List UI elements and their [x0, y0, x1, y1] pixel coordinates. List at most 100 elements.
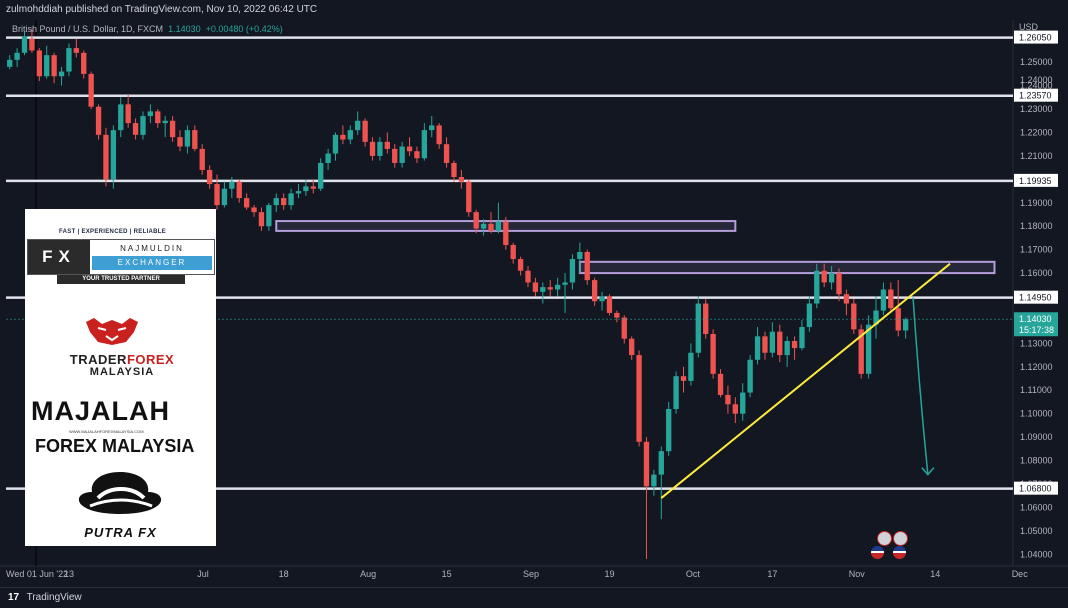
candle-body	[44, 55, 50, 77]
candle-body	[280, 198, 287, 206]
candle-body	[599, 296, 605, 302]
tradingview-logo-icon: 17	[8, 592, 20, 603]
candle-body	[266, 205, 272, 227]
candle-body	[362, 120, 368, 142]
sponsor-logos-panel: FAST | EXPERIENCED | RELIABLE FX NAJMULD…	[25, 209, 216, 546]
candle-body	[406, 146, 413, 152]
date-tick-label: Oct	[686, 569, 701, 579]
candle-body	[288, 193, 294, 206]
date-tick-label: 13	[64, 569, 74, 579]
candle-body	[436, 125, 442, 145]
candle-body	[680, 376, 687, 381]
candle-body	[73, 48, 80, 53]
candle-body	[7, 59, 13, 67]
candle-body	[888, 289, 894, 309]
candle-body	[177, 137, 183, 147]
candle-body	[591, 280, 598, 302]
candle-body	[651, 474, 657, 487]
price-tick-label: 1.24000	[1020, 75, 1053, 85]
candle-body	[95, 106, 102, 135]
candle-body	[858, 329, 864, 374]
price-tick-label: 1.21000	[1020, 151, 1053, 161]
date-tick-label: Sep	[523, 569, 539, 579]
price-tick-label: 1.10000	[1020, 409, 1053, 419]
price-tick-label: 1.23000	[1020, 104, 1053, 114]
candle-body	[843, 294, 850, 304]
price-tick-label: 1.22000	[1020, 127, 1053, 137]
candle-body	[740, 392, 746, 414]
majalah-title: MAJALAH	[31, 396, 170, 426]
publish-line: zulmohddiah published on TradingView.com…	[6, 4, 318, 15]
candle-body	[229, 181, 235, 189]
candle-body	[318, 162, 324, 189]
candle-body	[206, 169, 213, 185]
candle-body	[221, 188, 228, 206]
candle-body	[347, 130, 353, 140]
candle-body	[799, 326, 805, 349]
candle-body	[769, 331, 776, 353]
candle-body	[140, 116, 146, 135]
candle-body	[414, 151, 420, 159]
fx-exchanger: EXCHANGER	[92, 256, 212, 270]
tfm-title: TRADERFOREX	[29, 352, 215, 367]
candle-body	[132, 123, 139, 135]
date-tick-label: 14	[930, 569, 940, 579]
candle-body	[614, 312, 620, 318]
price-tick-label: 1.24000	[1020, 81, 1053, 91]
candle-body	[236, 181, 242, 199]
candle-body	[169, 120, 176, 138]
date-tick-label: Nov	[849, 569, 866, 579]
level-price-tag-label: 1.19935	[1019, 176, 1052, 186]
fx-partner: YOUR TRUSTED PARTNER	[57, 275, 185, 284]
candle-body	[214, 184, 220, 206]
candle-body	[703, 303, 709, 335]
last-price-value: 1.14030	[1019, 314, 1052, 324]
currency-label: USD	[1018, 22, 1038, 32]
price-tick-label: 1.13000	[1020, 338, 1053, 348]
candle-body	[688, 352, 694, 381]
candle-body	[199, 148, 205, 170]
candle-body	[88, 73, 94, 107]
candle-body	[673, 376, 679, 409]
ascending-trendline	[660, 262, 951, 499]
us-flag-icon	[893, 546, 906, 559]
candle-body	[51, 55, 57, 77]
symbol-bar[interactable]: British Pound / U.S. Dollar, 1D, FXCM 1.…	[12, 24, 283, 34]
date-tick-label: Aug	[360, 569, 376, 579]
date-tick-label: Jul	[197, 569, 209, 579]
candle-body	[814, 270, 820, 304]
candle-body	[162, 120, 168, 124]
price-tick-label: 1.19000	[1020, 198, 1053, 208]
candle-body	[643, 441, 650, 487]
candle-body	[658, 451, 664, 475]
price-tick-label: 1.08000	[1020, 456, 1053, 466]
candle-body	[192, 130, 198, 149]
candle-body	[666, 408, 672, 452]
candle-body	[103, 134, 109, 180]
candle-body	[118, 104, 124, 131]
putra-fx-name: PUTRA FX	[84, 525, 157, 540]
supply-zone-box	[578, 260, 996, 275]
candle-body	[828, 273, 835, 283]
candle-body	[495, 221, 502, 231]
price-tick-label: 1.11000	[1020, 385, 1052, 395]
candle-body	[902, 319, 909, 331]
level-price-tag-label: 1.23570	[1019, 91, 1052, 101]
tfm-forex: FOREX	[126, 352, 175, 367]
candle-body	[340, 134, 346, 140]
swirl-icon	[78, 472, 162, 514]
uk-flag-icon	[893, 531, 908, 546]
candle-body	[777, 331, 783, 356]
tiger-icon	[86, 318, 138, 345]
candle-body	[510, 244, 516, 260]
candle-body	[251, 207, 257, 213]
fx-name: NAJMULDIN	[120, 244, 184, 253]
candle-body	[36, 50, 42, 77]
uk-flag-icon	[877, 531, 892, 546]
projection-arrow-line	[912, 297, 929, 475]
candle-body	[29, 38, 35, 51]
majalah-subtitle: FOREX MALAYSIA	[35, 436, 195, 456]
symbol-name: British Pound / U.S. Dollar, 1D, FXCM	[12, 24, 164, 34]
najmuldin-exchanger-logo: FAST | EXPERIENCED | RELIABLE FX NAJMULD…	[25, 209, 216, 302]
candle-body	[332, 134, 339, 154]
